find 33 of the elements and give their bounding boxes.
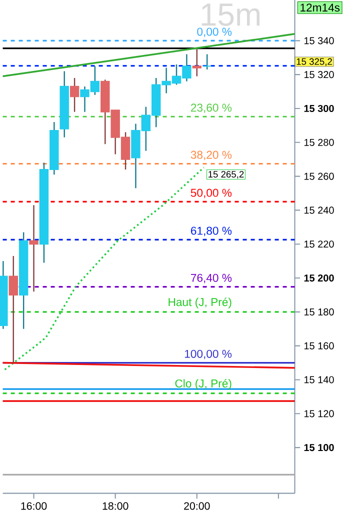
annotation: 76,40 % xyxy=(191,274,232,284)
y-tick-label: 15 100 xyxy=(304,444,334,452)
y-tick-label: 15 140 xyxy=(304,376,334,384)
y-tick-label: 15 220 xyxy=(304,240,334,248)
y-tick-label: 15 320 xyxy=(304,71,334,78)
annotation: 38,20 % xyxy=(190,150,232,160)
candlestick xyxy=(70,77,80,112)
candlestick xyxy=(202,54,212,70)
candlestick xyxy=(8,255,18,364)
y-tick-label: 15 180 xyxy=(304,308,334,316)
x-tick-label: 18:00 xyxy=(102,502,128,510)
data-label: 15 265,2 xyxy=(208,170,244,179)
annotation: 100,00 % xyxy=(185,350,232,360)
annotation: 0,00 % xyxy=(197,28,232,38)
x-tick-label: 20:00 xyxy=(184,502,210,510)
annotation: 50,00 % xyxy=(190,188,232,198)
y-tick-label: 15 120 xyxy=(304,410,334,418)
y-tick-label: 15 260 xyxy=(304,172,334,180)
candlestick xyxy=(29,204,38,292)
annotation: Haut (J, Pré) xyxy=(168,298,232,308)
candlestick xyxy=(192,48,202,77)
ref-line-label: 15 325,2 xyxy=(296,58,332,66)
y-tick-label: 15 200 xyxy=(304,274,334,282)
x-tick-label: 16:00 xyxy=(21,502,47,510)
y-tick-label: 15 280 xyxy=(304,138,334,146)
annotation: Clo (J, Pré) xyxy=(175,379,232,390)
y-tick-label: 15 340 xyxy=(304,37,334,44)
y-tick-label: 15 240 xyxy=(304,206,334,214)
annotation: 23,60 % xyxy=(191,104,232,114)
annotation: 61,80 % xyxy=(191,226,232,236)
y-tick-label: 15 300 xyxy=(304,104,334,112)
text: 12m14s xyxy=(300,4,340,12)
y-tick-label: 15 160 xyxy=(304,342,334,350)
